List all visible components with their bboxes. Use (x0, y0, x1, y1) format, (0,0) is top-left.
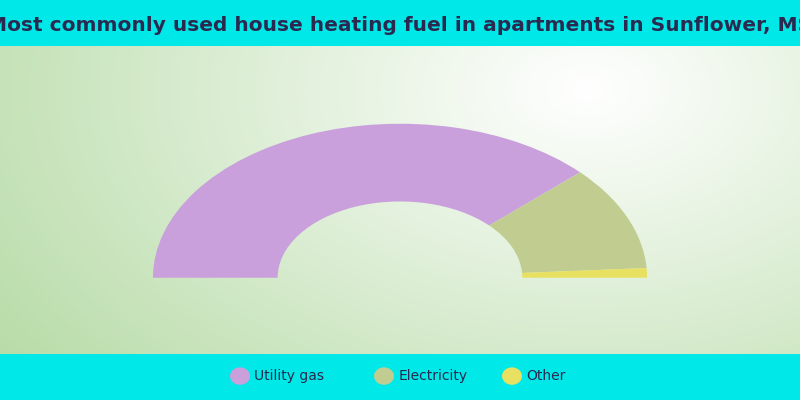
Text: Most commonly used house heating fuel in apartments in Sunflower, MS: Most commonly used house heating fuel in… (0, 16, 800, 35)
Text: Other: Other (526, 369, 566, 383)
Wedge shape (489, 172, 646, 273)
Text: Utility gas: Utility gas (254, 369, 325, 383)
Ellipse shape (374, 367, 394, 385)
Wedge shape (522, 268, 647, 278)
Wedge shape (153, 124, 580, 278)
Ellipse shape (502, 367, 522, 385)
Ellipse shape (230, 367, 250, 385)
Text: Electricity: Electricity (398, 369, 467, 383)
